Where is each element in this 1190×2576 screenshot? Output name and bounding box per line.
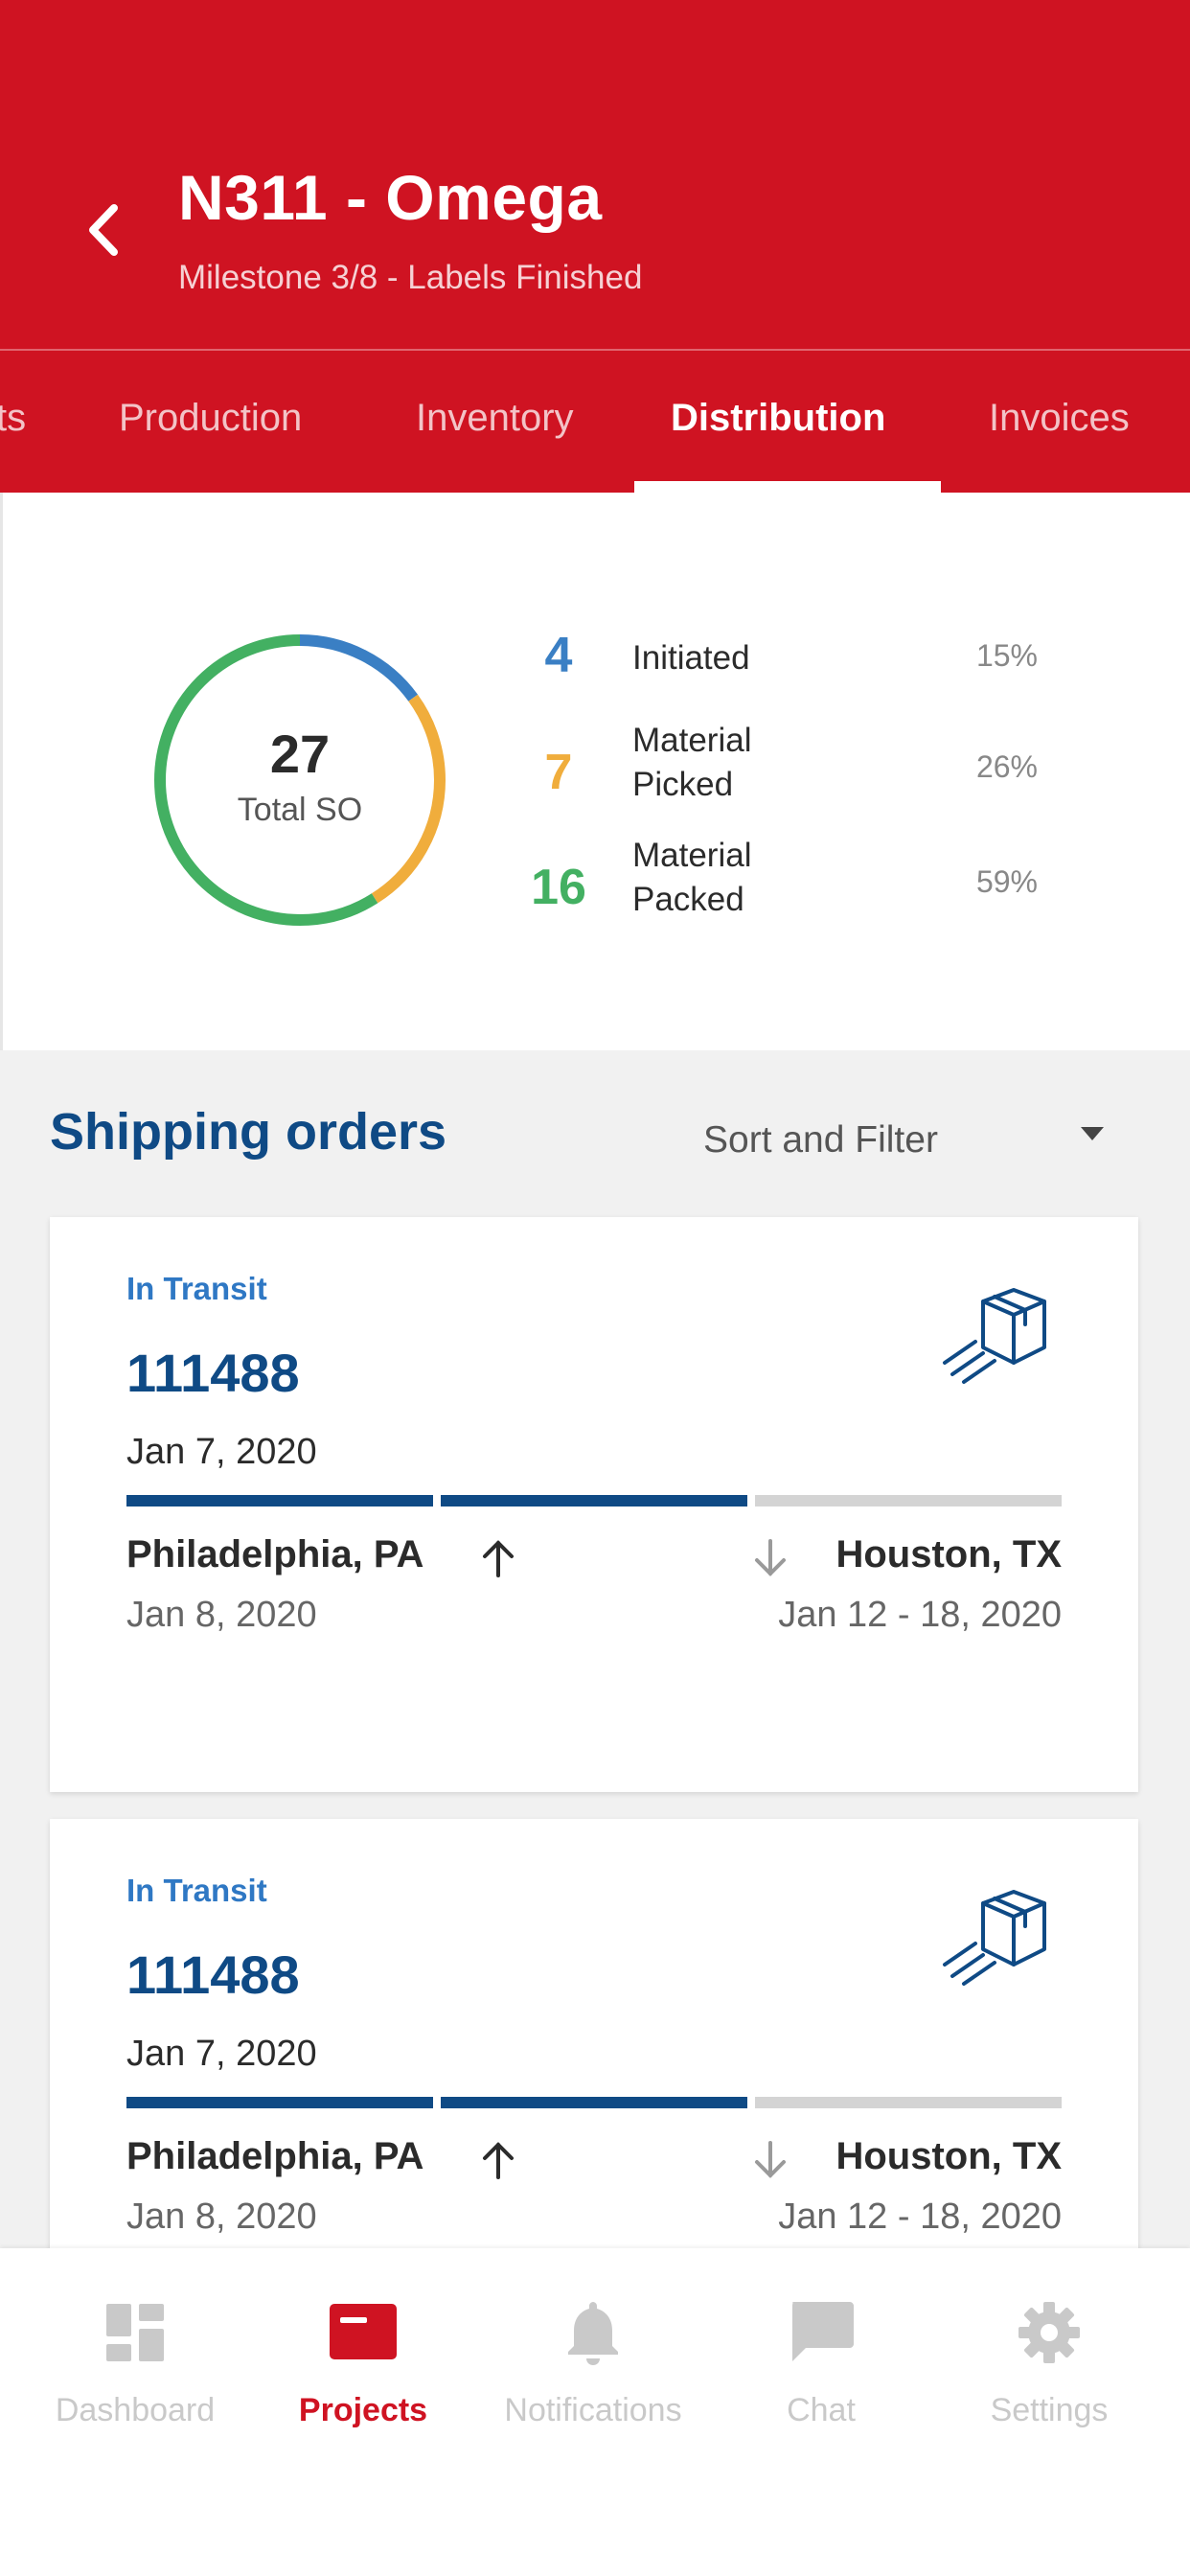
origin-city: Philadelphia, PA — [126, 2135, 424, 2177]
shipping-box-icon — [943, 1890, 1046, 1986]
page-title: N311 - Omega — [178, 162, 603, 233]
origin-city: Philadelphia, PA — [126, 1533, 424, 1576]
shipping-order-card[interactable]: In Transit 111488 Jan 7, 2020 Philadelph… — [50, 1217, 1138, 1792]
projects-icon — [330, 2304, 397, 2359]
order-id: 111488 — [126, 1944, 300, 2005]
progress-segment — [755, 1495, 1062, 1506]
tab-active-indicator — [634, 481, 941, 493]
total-so-label: Total SO — [237, 792, 363, 828]
stat-label-line2: Packed — [632, 881, 744, 918]
stat-percent: 26% — [975, 749, 1038, 784]
nav-projects[interactable]: Projects — [249, 2296, 477, 2450]
nav-label: Projects — [298, 2392, 428, 2428]
tab-bar: ts Production Inventory Distribution Inv… — [0, 351, 1190, 493]
stat-material-picked: 7 Material Picked 26% — [520, 719, 1038, 824]
arrow-down-icon — [755, 2141, 786, 2178]
destination-date: Jan 12 - 18, 2020 — [778, 1595, 1062, 1635]
stat-percent: 15% — [975, 638, 1038, 673]
tab-inventory[interactable]: Inventory — [416, 397, 574, 439]
stat-count: 16 — [531, 860, 586, 915]
section-title: Shipping orders — [50, 1103, 447, 1161]
stat-count: 7 — [544, 745, 573, 800]
header-divider — [0, 349, 1190, 351]
order-date: Jan 7, 2020 — [126, 2034, 317, 2074]
nav-label: Chat — [787, 2392, 856, 2428]
nav-dashboard[interactable]: Dashboard — [21, 2296, 249, 2450]
order-progress-bar — [126, 1495, 1062, 1506]
order-id: 111488 — [126, 1343, 300, 1403]
sort-filter-dropdown[interactable]: Sort and Filter — [703, 1112, 1106, 1169]
bell-icon — [568, 2302, 618, 2365]
nav-label: Dashboard — [55, 2392, 216, 2428]
stat-count: 4 — [544, 628, 573, 683]
arrow-down-icon — [755, 1539, 786, 1576]
chat-icon — [792, 2302, 854, 2361]
dashboard-icon — [106, 2304, 164, 2361]
progress-segment — [441, 2097, 747, 2108]
stat-label-line1: Material — [632, 837, 752, 874]
stat-material-packed: 16 Material Packed 59% — [520, 834, 1038, 939]
order-status: In Transit — [126, 1873, 267, 1908]
total-so-count: 27 — [269, 724, 331, 784]
chevron-left-icon — [89, 204, 118, 256]
distribution-summary: 27 Total SO 4 Initiated 15% 7 Material P… — [0, 493, 1190, 1050]
nav-chat[interactable]: Chat — [707, 2296, 935, 2450]
order-date: Jan 7, 2020 — [126, 1432, 317, 1472]
page-subtitle: Milestone 3/8 - Labels Finished — [178, 259, 643, 296]
nav-label: Notifications — [504, 2392, 682, 2428]
stat-label: Initiated — [632, 639, 750, 677]
status-donut-chart — [154, 634, 446, 926]
app-header: N311 - Omega Milestone 3/8 - Labels Fini… — [0, 0, 1190, 351]
caret-down-icon — [1081, 1127, 1104, 1140]
donut-segment-picked — [154, 634, 446, 926]
arrow-up-icon — [483, 1540, 514, 1577]
tab-production[interactable]: Production — [119, 397, 303, 439]
tab-distribution[interactable]: Distribution — [671, 397, 886, 439]
nav-label: Settings — [990, 2392, 1109, 2428]
origin-date: Jan 8, 2020 — [126, 2196, 317, 2237]
destination-city: Houston, TX — [835, 2135, 1062, 2177]
progress-segment — [755, 2097, 1062, 2108]
tab-invoices[interactable]: Invoices — [989, 397, 1130, 439]
destination-city: Houston, TX — [835, 1533, 1062, 1576]
nav-settings[interactable]: Settings — [935, 2296, 1163, 2450]
gear-icon — [1018, 2302, 1080, 2363]
stat-label-line1: Material — [632, 722, 752, 759]
bottom-navigation: Dashboard Projects Notifications Chat — [0, 2248, 1190, 2576]
origin-date: Jan 8, 2020 — [126, 1595, 317, 1635]
destination-date: Jan 12 - 18, 2020 — [778, 2196, 1062, 2237]
order-progress-bar — [126, 2097, 1062, 2108]
progress-segment — [441, 1495, 747, 1506]
tab-partial[interactable]: ts — [0, 397, 27, 439]
nav-notifications[interactable]: Notifications — [479, 2296, 707, 2450]
stat-percent: 59% — [975, 864, 1038, 899]
donut-segment-packed — [154, 634, 446, 926]
order-status: In Transit — [126, 1271, 267, 1306]
progress-segment — [126, 2097, 433, 2108]
back-button[interactable] — [80, 201, 126, 259]
progress-segment — [126, 1495, 433, 1506]
shipping-box-icon — [943, 1288, 1046, 1384]
stat-initiated: 4 Initiated 15% — [520, 627, 1038, 732]
arrow-up-icon — [483, 2142, 514, 2179]
sort-filter-label: Sort and Filter — [703, 1119, 938, 1161]
stat-label-line2: Picked — [632, 766, 734, 803]
